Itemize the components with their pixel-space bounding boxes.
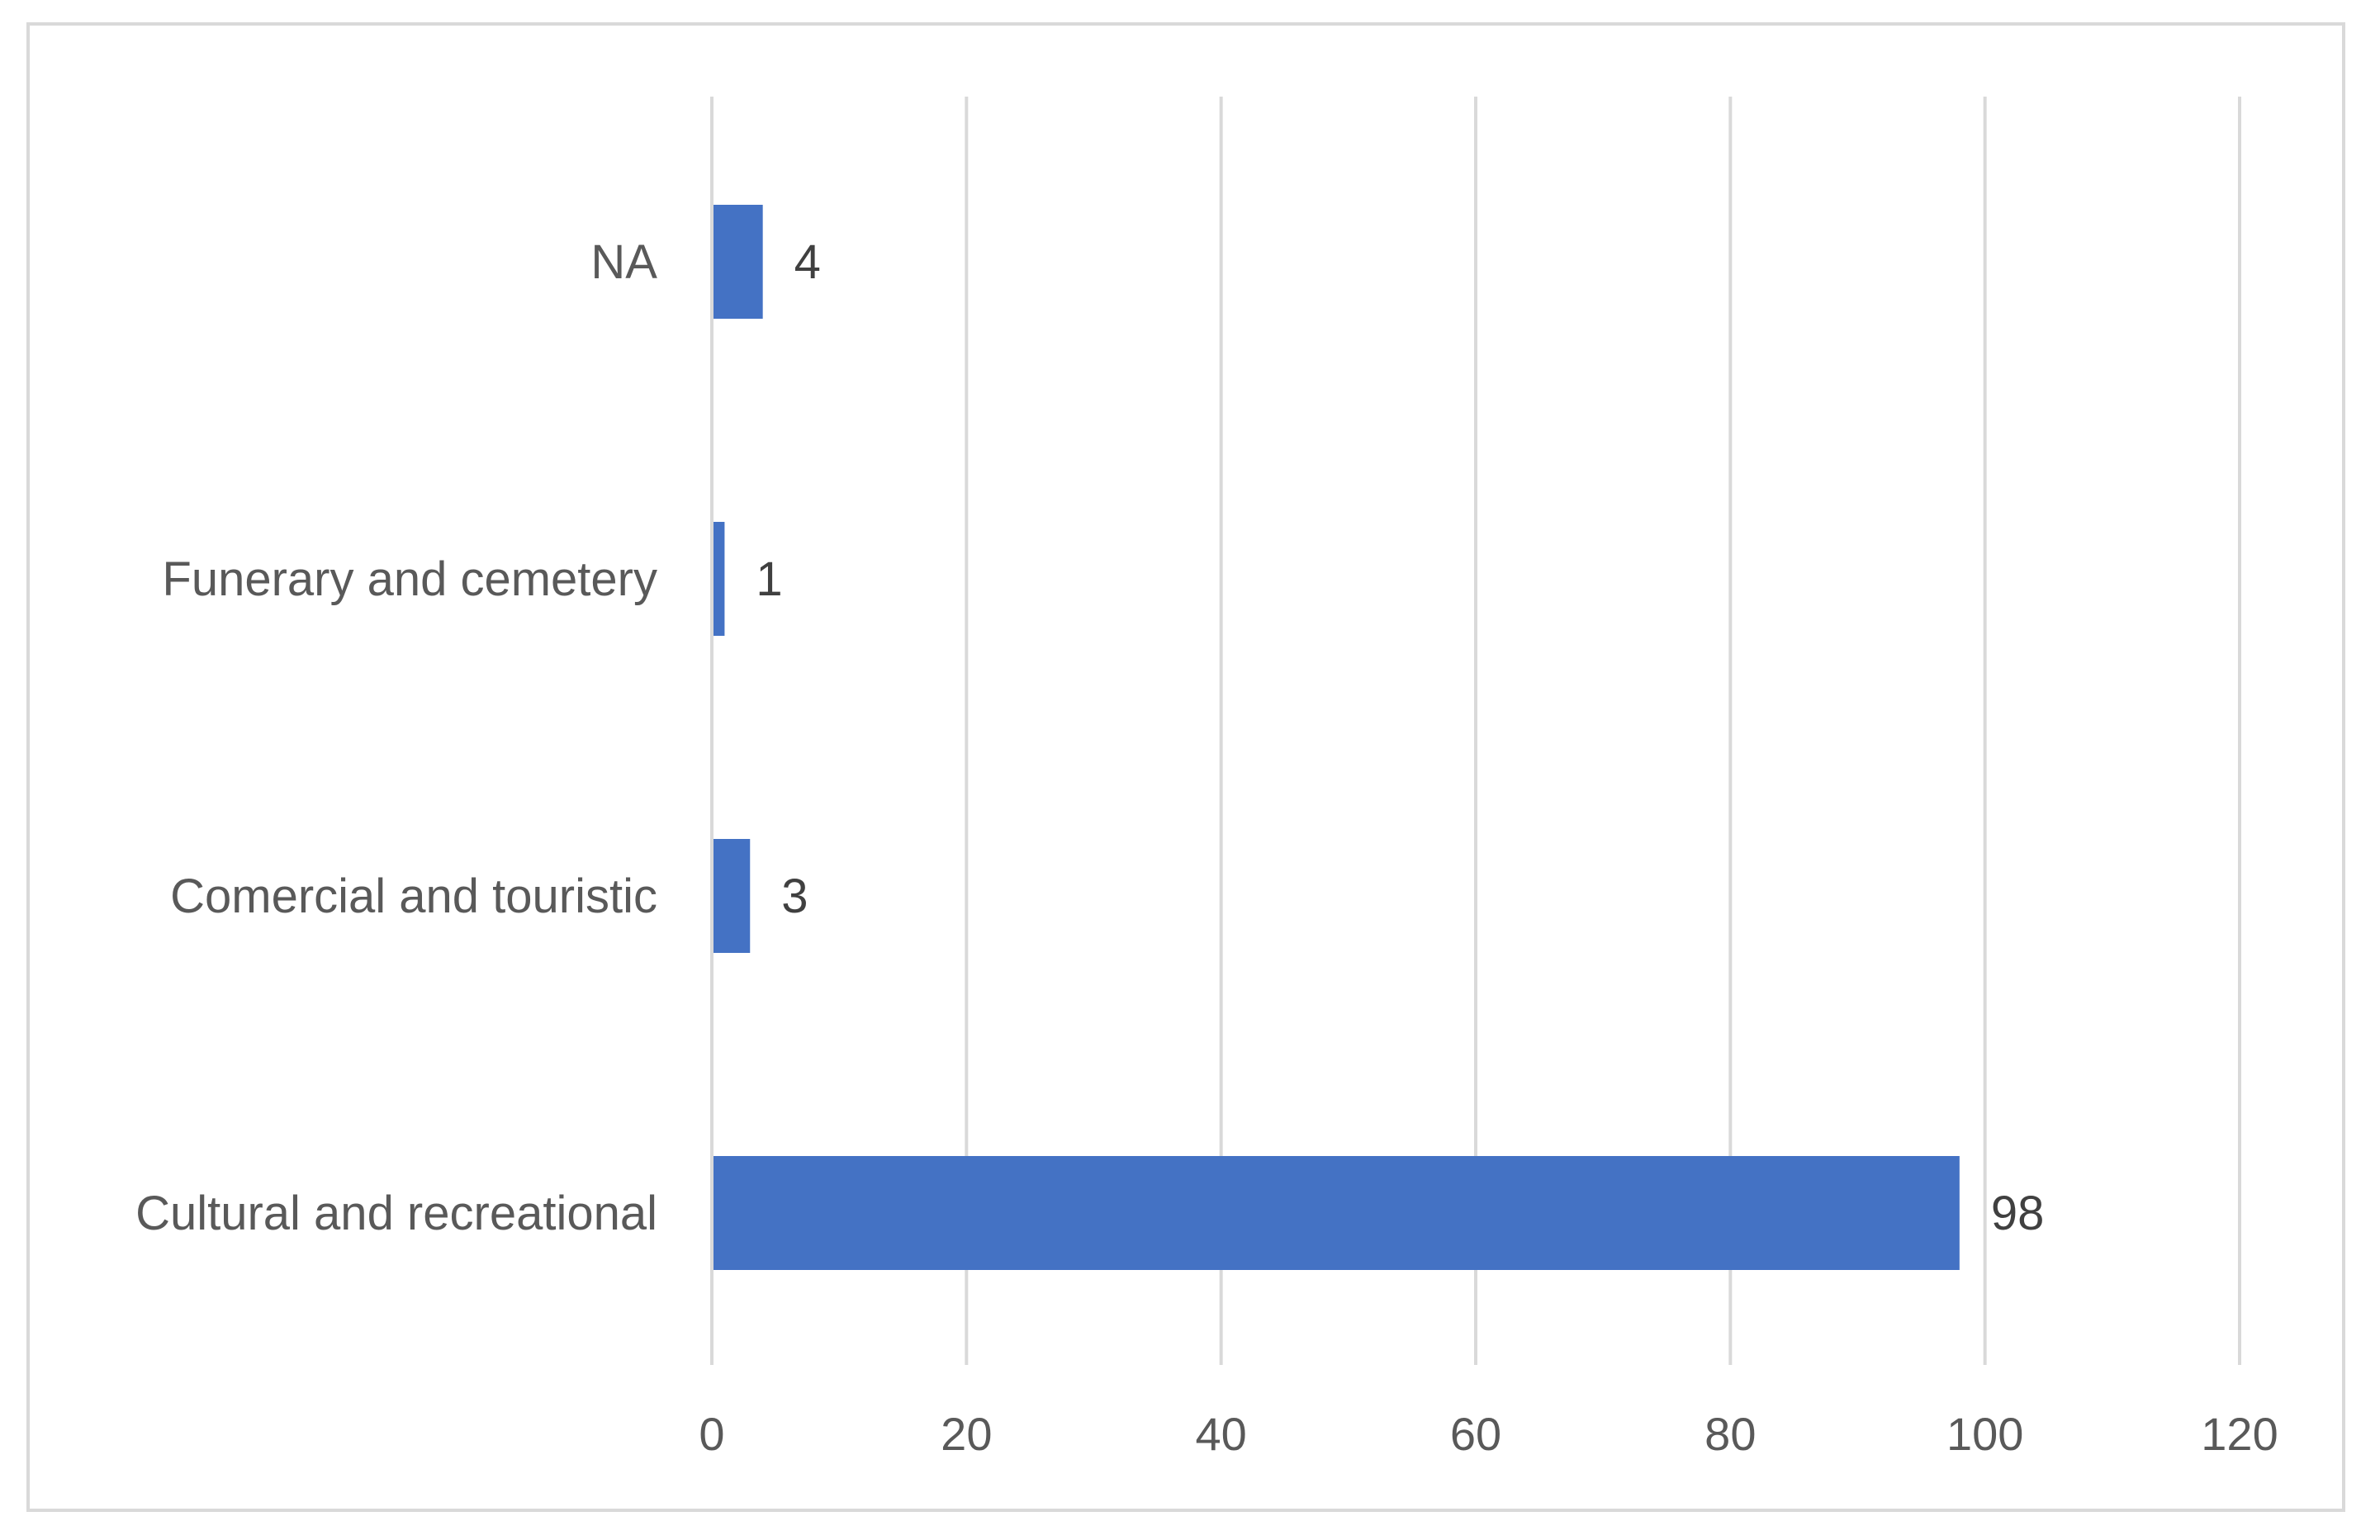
x-tick-label-60: 60	[1450, 1408, 1501, 1460]
data-label-comercial-and-touristic: 3	[781, 870, 808, 923]
x-tick-label-80: 80	[1704, 1408, 1756, 1460]
gridlines	[710, 97, 2241, 1365]
data-label-funerary-and-cemetery: 1	[756, 552, 782, 606]
data-label-na: 4	[794, 235, 821, 289]
x-tick-label-120: 120	[2201, 1408, 2278, 1460]
bar-comercial-and-touristic	[714, 839, 751, 953]
bar-cultural-and-recreational	[714, 1156, 1960, 1270]
x-axis-tick-labels: 0 20 40 60 80 100 120	[699, 1408, 2278, 1460]
bar-funerary-and-cemetery	[714, 522, 725, 636]
category-labels: NA Funerary and cemetery Comercial and tou…	[135, 235, 657, 1240]
data-label-cultural-and-recreational: 98	[1991, 1187, 2045, 1240]
data-labels: 4 1 3 98	[756, 235, 2044, 1240]
x-tick-label-0: 0	[699, 1408, 724, 1460]
x-tick-label-20: 20	[941, 1408, 992, 1460]
category-label-funerary-and-cemetery: Funerary and cemetery	[162, 552, 657, 606]
bar-na	[714, 205, 763, 319]
x-tick-label-100: 100	[1946, 1408, 2023, 1460]
bars	[714, 205, 1960, 1270]
category-label-comercial-and-touristic: Comercial and touristic	[170, 870, 657, 923]
x-tick-label-40: 40	[1196, 1408, 1247, 1460]
category-label-cultural-and-recreational: Cultural and recreational	[135, 1187, 657, 1240]
category-label-na: NA	[590, 235, 657, 289]
